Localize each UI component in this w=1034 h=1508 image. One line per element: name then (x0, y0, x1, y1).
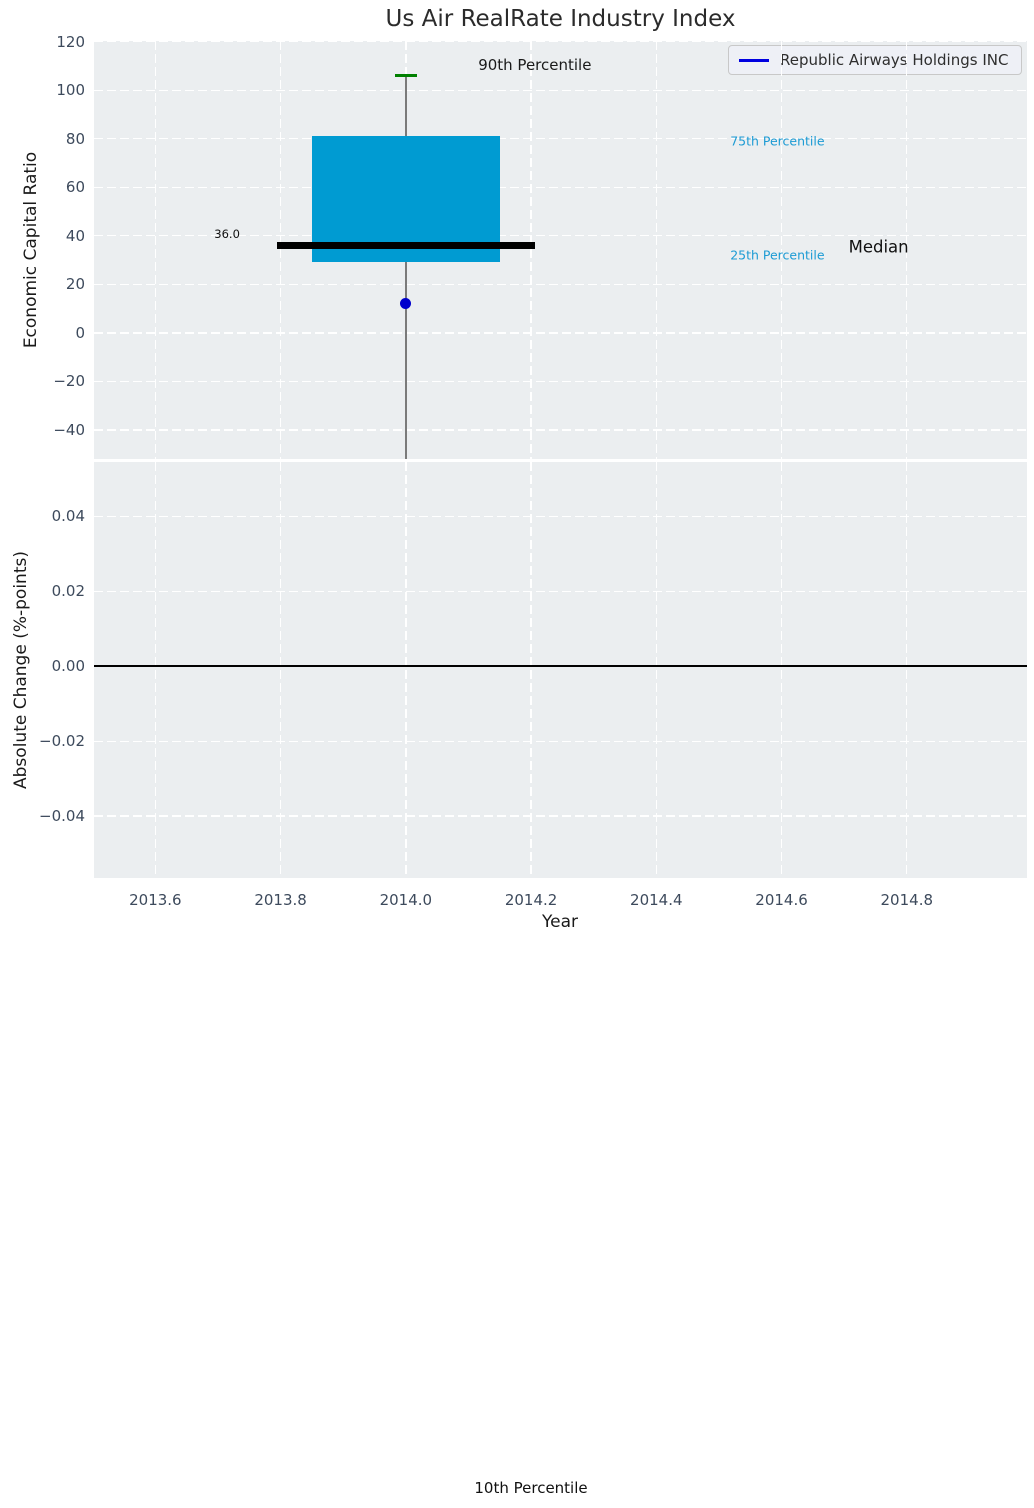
gridline-x (780, 41, 783, 459)
gridline-x (780, 462, 783, 878)
gridline-y (94, 138, 1027, 140)
gridline-x (906, 41, 908, 459)
chart-annotation: Median (848, 237, 909, 257)
gridline-y (94, 380, 1027, 383)
gridline-y (94, 740, 1027, 742)
gridline-y (94, 89, 1027, 91)
gridline-x (279, 41, 282, 459)
gridline-y (94, 235, 1027, 237)
x-tick-label: 2014.2 (504, 891, 558, 909)
median-line (276, 242, 535, 249)
x-tick-label: 2014.0 (379, 891, 433, 909)
gridline-x (530, 462, 532, 878)
y-tick-label: 120 (56, 32, 85, 51)
x-axis-label: Year (542, 912, 578, 932)
gridline-x (279, 462, 282, 878)
iqr-box (311, 136, 500, 263)
gridline-x (405, 462, 407, 878)
chart-annotation: 90th Percentile (478, 56, 592, 75)
gridline-y (94, 41, 1027, 43)
p90-cap (394, 74, 417, 78)
y-tick-label: −0.04 (39, 807, 85, 826)
y-tick-label: 80 (65, 129, 85, 148)
gridline-y (94, 815, 1027, 817)
y-tick-label: −0.02 (39, 732, 85, 751)
zero-line (94, 665, 1027, 668)
gridline-x (906, 462, 908, 878)
y-axis-label-top: Economic Capital Ratio (21, 151, 41, 349)
y-tick-label: 20 (65, 275, 85, 294)
legend: Republic Airways Holdings INC (728, 45, 1022, 75)
annotation-10th-percentile: 10th Percentile (474, 1479, 588, 1497)
y-tick-label: 0.02 (51, 582, 85, 601)
gridline-x (154, 41, 157, 459)
x-tick-label: 2013.6 (129, 891, 182, 909)
gridline-y (94, 283, 1027, 286)
gridline-y (94, 332, 1027, 334)
gridline-x (655, 41, 657, 459)
x-tick-label: 2014.6 (755, 891, 808, 909)
top-plot-area (94, 41, 1027, 459)
gridline-y (94, 429, 1027, 431)
legend-line-sample-icon (739, 58, 769, 62)
y-tick-label: −20 (53, 372, 85, 391)
x-tick-label: 2013.8 (254, 891, 307, 909)
chart-title: Us Air RealRate Industry Index (385, 6, 736, 32)
legend-label: Republic Airways Holdings INC (780, 51, 1009, 69)
x-tick-label: 2014.8 (880, 891, 934, 909)
y-tick-label: 0 (75, 323, 85, 342)
bottom-plot-area (94, 462, 1027, 878)
gridline-x (655, 462, 657, 878)
gridline-x (530, 41, 532, 459)
gridline-y (94, 186, 1027, 188)
chart-annotation: 25th Percentile (730, 247, 825, 263)
whisker-line (405, 75, 407, 459)
company-point (400, 298, 412, 310)
gridline-y (94, 515, 1027, 518)
x-tick-label: 2014.4 (630, 891, 683, 909)
y-tick-label: 100 (56, 81, 85, 100)
chart-annotation: 36.0 (214, 227, 240, 242)
y-tick-label: 40 (65, 226, 85, 245)
y-tick-label: 0.00 (51, 657, 85, 676)
y-axis-label-bottom: Absolute Change (%-points) (11, 551, 31, 789)
y-tick-label: 0.04 (51, 507, 85, 526)
y-tick-label: 60 (65, 178, 85, 197)
gridline-x (154, 462, 157, 878)
y-tick-label: −40 (53, 420, 85, 439)
chart-annotation: 75th Percentile (730, 133, 825, 149)
gridline-y (94, 590, 1027, 592)
